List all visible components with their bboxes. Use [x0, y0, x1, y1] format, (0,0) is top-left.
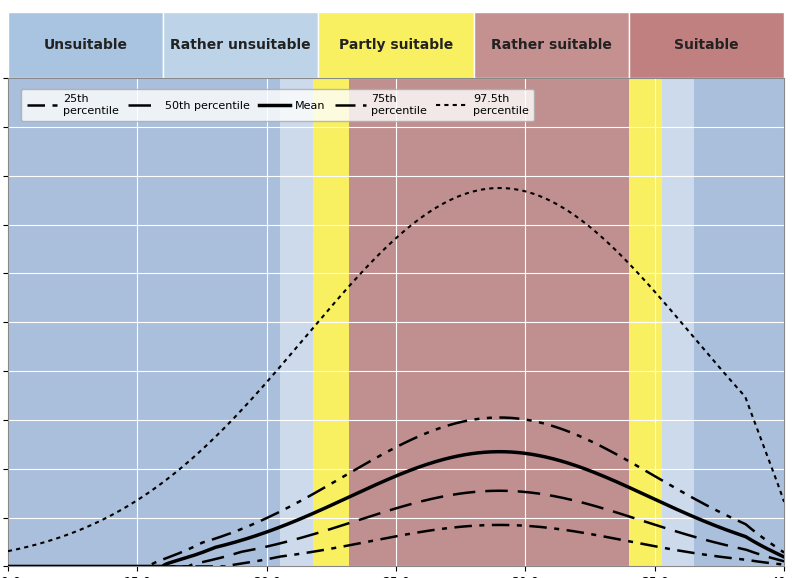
Text: Partly suitable: Partly suitable	[339, 38, 453, 52]
Bar	[629, 12, 784, 78]
Text: Rather unsuitable: Rather unsuitable	[170, 38, 311, 52]
Text: Rather suitable: Rather suitable	[491, 38, 611, 52]
Bar	[280, 78, 313, 566]
Bar	[8, 78, 280, 566]
Bar	[349, 78, 629, 566]
Bar	[8, 12, 163, 78]
Bar	[629, 78, 662, 566]
Text: Unsuitable: Unsuitable	[44, 38, 128, 52]
Legend: 25th
percentile, 50th percentile, Mean, 75th
percentile, 97.5th
percentile: 25th percentile, 50th percentile, Mean, …	[21, 88, 535, 121]
Bar	[474, 12, 629, 78]
Bar	[163, 12, 318, 78]
Bar	[318, 12, 474, 78]
Bar	[694, 78, 784, 566]
Bar	[313, 78, 349, 566]
Text: Suitable: Suitable	[674, 38, 739, 52]
Bar	[662, 78, 694, 566]
